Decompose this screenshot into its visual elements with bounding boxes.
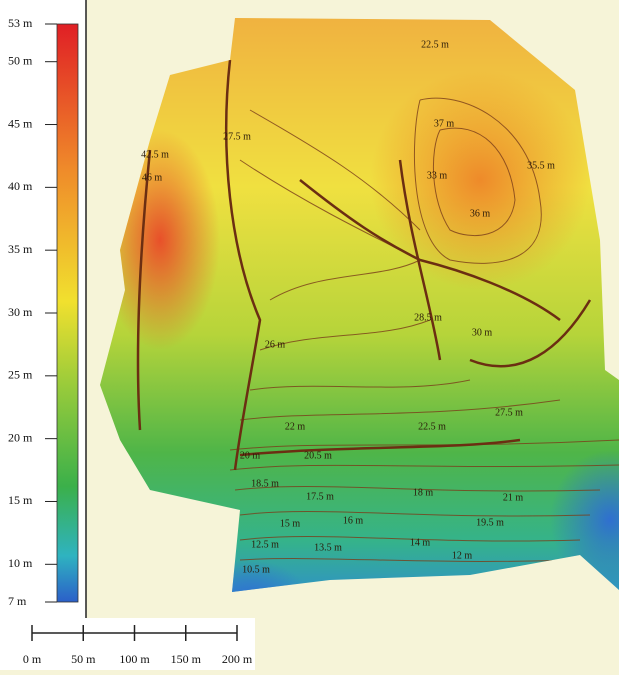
contour-label: 20 m bbox=[240, 450, 261, 461]
contour-label: 36 m bbox=[470, 208, 491, 219]
contour-label: 12 m bbox=[452, 550, 473, 561]
contour-label: 26 m bbox=[265, 339, 286, 350]
contour-label: 30 m bbox=[472, 327, 493, 338]
contour-label: 27.5 m bbox=[223, 131, 251, 142]
elevation-map bbox=[90, 10, 619, 640]
contour-label: 12.5 m bbox=[251, 539, 279, 550]
contour-label: 13.5 m bbox=[314, 542, 342, 553]
contour-label: 20.5 m bbox=[304, 450, 332, 461]
legend-tick-label: 35 m bbox=[8, 242, 33, 256]
legend-tick-label: 15 m bbox=[8, 493, 33, 507]
contour-label: 19.5 m bbox=[476, 517, 504, 528]
legend-tick-label: 20 m bbox=[8, 430, 33, 444]
contour-label: 15 m bbox=[280, 518, 301, 529]
contour-label: 22.5 m bbox=[418, 421, 446, 432]
contour-label: 22.5 m bbox=[421, 39, 449, 50]
contour-label: 22 m bbox=[285, 421, 306, 432]
scale-tick-label: 200 m bbox=[222, 652, 253, 666]
contour-label: 17.5 m bbox=[306, 491, 334, 502]
contour-label: 28.5 m bbox=[414, 312, 442, 323]
scale-tick-label: 0 m bbox=[23, 652, 42, 666]
map-view: 53 m 50 m 45 m 40 m 35 m 30 m 25 m 20 m 15 m 10 m… bbox=[0, 0, 619, 670]
legend-tick-label: 45 m bbox=[8, 116, 33, 130]
contour-label: 42.5 m bbox=[141, 149, 169, 160]
scale-tick-label: 150 m bbox=[171, 652, 202, 666]
scale-tick-label: 100 m bbox=[119, 652, 150, 666]
contour-label: 37 m bbox=[434, 118, 455, 129]
contour-label: 16 m bbox=[343, 515, 364, 526]
legend-tick-label: 30 m bbox=[8, 305, 33, 319]
contour-label: 46 m bbox=[142, 172, 163, 183]
legend-tick-label: 7 m bbox=[8, 594, 27, 608]
legend-tick-label: 50 m bbox=[8, 53, 33, 67]
contour-label: 14 m bbox=[410, 537, 431, 548]
contour-label: 10.5 m bbox=[242, 564, 270, 575]
legend-tick-label: 40 m bbox=[8, 179, 33, 193]
color-bar bbox=[57, 24, 78, 602]
contour-label: 35.5 m bbox=[527, 160, 555, 171]
contour-label: 33 m bbox=[427, 170, 448, 181]
contour-label: 21 m bbox=[503, 492, 524, 503]
contour-label: 18.5 m bbox=[251, 478, 279, 489]
legend-tick-label: 25 m bbox=[8, 368, 33, 382]
contour-label: 27.5 m bbox=[495, 407, 523, 418]
scale-tick-label: 50 m bbox=[71, 652, 96, 666]
legend-tick-label: 10 m bbox=[8, 556, 33, 570]
contour-label: 18 m bbox=[413, 487, 434, 498]
legend-tick-label: 53 m bbox=[8, 16, 33, 30]
